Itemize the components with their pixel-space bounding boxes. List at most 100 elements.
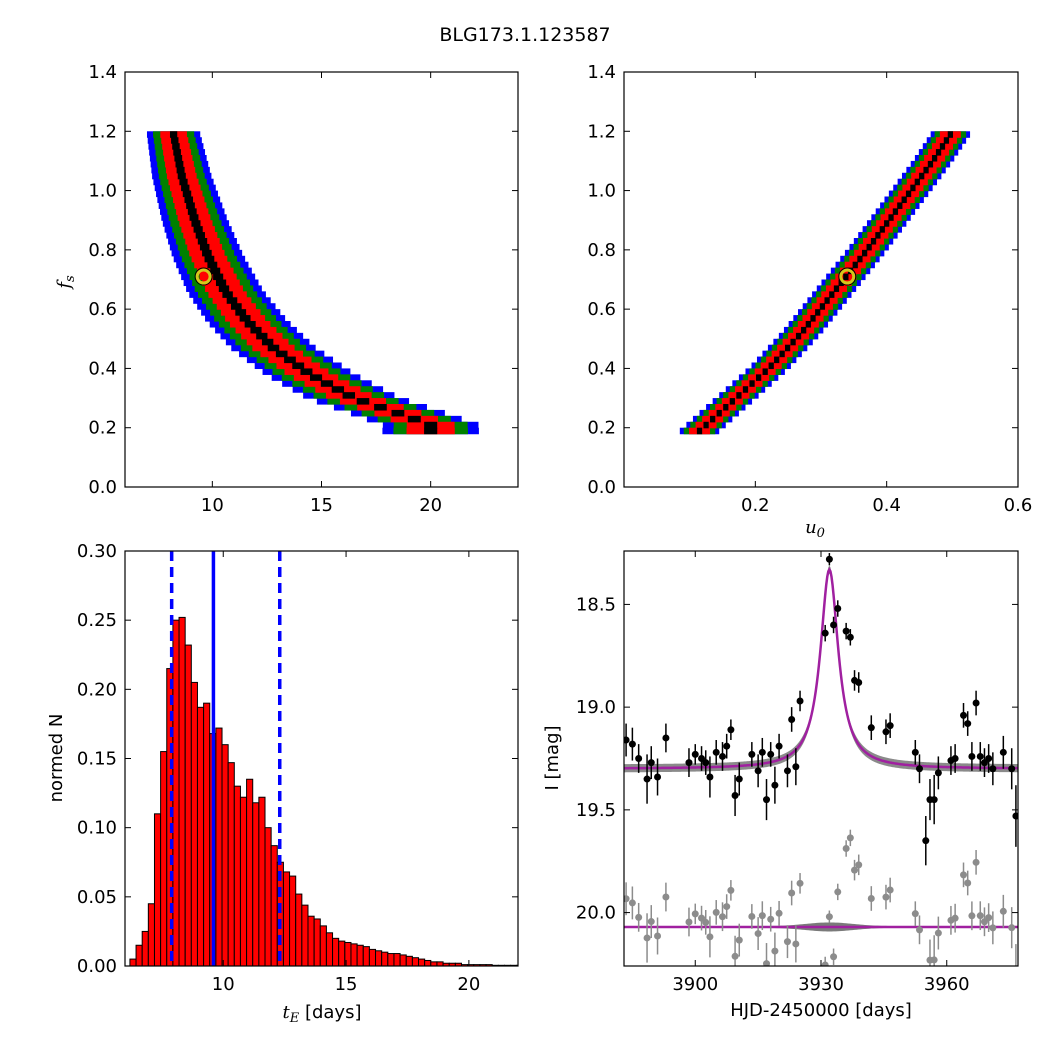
residual-point [972,858,980,866]
residual-point [922,998,929,1005]
residual-point [886,886,894,894]
residual-point [792,940,800,948]
density-cell [175,160,184,168]
density-cell [172,143,180,150]
residual-point [654,932,662,940]
residual-point [788,889,796,897]
density-cell [342,392,356,399]
histogram-bar [411,957,420,967]
panel-lightcurve-marks [624,553,1018,1005]
density-cell [927,160,934,168]
data-point [691,750,699,758]
residual-point [727,886,735,894]
density-cell [910,184,916,192]
y-tick-label: 1.4 [88,62,117,83]
density-cell [801,326,807,334]
histogram-bar [362,946,370,967]
density-cell [710,415,716,423]
residual-point [758,912,766,920]
residual-point [855,861,863,869]
best-fit-marker [839,268,856,285]
density-cell [819,303,826,310]
x-tick-label: 20 [419,495,442,516]
panel-lightcurve-ylabel: I [mag] [542,725,563,790]
histogram-bar [227,762,235,967]
residual-point [976,912,984,920]
data-point [654,773,662,781]
histogram-bar [313,918,321,967]
best-fit-marker [195,268,212,285]
panel-te-fs-marks [146,131,479,435]
histogram-bar [350,943,358,967]
density-cell [187,208,197,215]
density-cell [261,338,274,346]
panel-te-histogram-ticks: 10 15 20 0.00 0.05 0.10 0.15 0.20 0.25 0.30 [77,541,518,995]
histogram-bar [332,937,340,967]
y-tick-label: 0.00 [77,956,117,977]
density-cell [174,155,183,162]
panel-te-histogram-xlabel: tE [days] [283,1002,362,1026]
density-cell [239,315,251,322]
density-cell [914,178,920,186]
density-cell [186,202,195,209]
density-cell [923,166,929,174]
data-point [1012,812,1018,820]
panel-te-histogram-ylabel: normed N [46,714,67,803]
density-cell [267,344,280,352]
residual-point [635,913,643,921]
data-point [846,633,854,641]
density-cell [292,362,305,370]
histogram-bar [196,706,205,967]
x-tick-label: 3960 [924,974,970,995]
panel-lightcurve: 3900 3930 3960 18.5 19.0 19.5 20.0 I [mag] HJD… [542,550,1019,1021]
data-point [647,759,655,767]
residual-point [702,918,710,926]
y-tick-label: 1.0 [587,181,616,202]
density-cell [901,196,907,204]
data-point [685,759,693,767]
data-point [867,724,875,732]
density-cell [231,303,242,310]
density-cell [939,143,946,150]
histogram-bar [301,904,309,967]
density-cell [749,380,755,387]
density-cell [356,398,370,405]
density-cell [897,202,903,209]
data-point [792,763,800,771]
panel-u0-fs-xlabel: u0 [805,517,825,541]
residual-point [754,930,762,938]
density-cell [250,326,262,334]
histogram-bar [172,619,180,967]
data-point [842,627,850,635]
residual-point [851,866,859,874]
residual-point [775,909,783,917]
histogram-bar [399,954,407,967]
residual-point [735,936,743,944]
data-point [628,740,636,748]
histogram-bar [239,796,248,967]
data-point [834,605,842,613]
data-point [723,742,731,750]
x-tick-label: 0.6 [1004,495,1033,516]
density-cell [762,368,768,375]
residual-point [712,908,720,916]
density-cell [866,243,872,251]
residual-point [916,926,923,934]
data-point [911,748,919,756]
density-cell [210,267,221,275]
x-tick-label: 3930 [798,974,844,995]
density-cell [884,220,890,227]
residual-point [628,899,636,907]
x-tick-label: 0.4 [872,495,901,516]
residual-point [846,834,854,842]
data-point [855,678,863,686]
data-point [731,791,739,799]
y-tick-label: 0.8 [587,240,616,261]
histogram-bar [393,953,401,967]
histogram-bar [258,796,266,967]
residual-point [911,910,919,918]
density-cell [779,350,785,358]
y-tick-label: 0.4 [587,358,616,379]
panel-te-fs-ticks: 10 15 20 0.0 0.2 0.4 0.6 0.8 1.0 1.2 1.4 [88,62,518,516]
model-band [624,565,1018,773]
